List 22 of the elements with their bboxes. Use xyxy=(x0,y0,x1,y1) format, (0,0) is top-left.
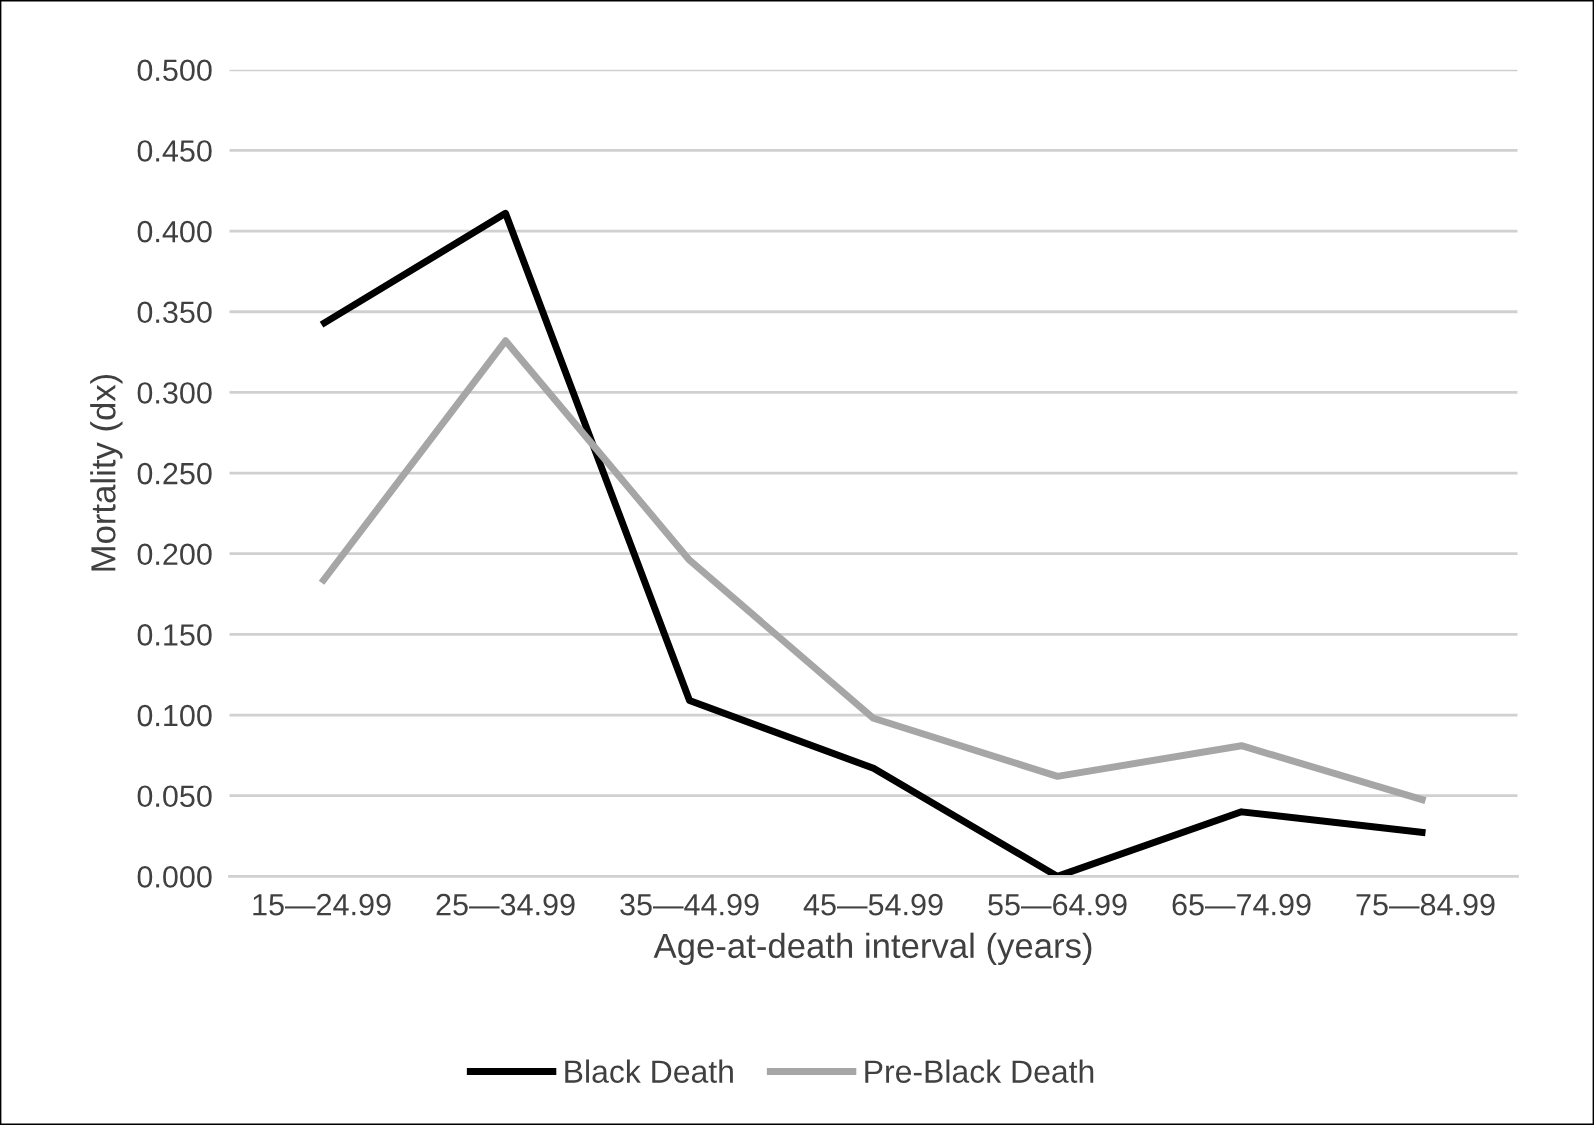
y-tick-label: 0.500 xyxy=(137,59,212,82)
x-tick-label: 25—34.99 xyxy=(436,893,575,916)
x-tick-label: 15—24.99 xyxy=(253,893,391,916)
y-tick-label: 0.150 xyxy=(137,624,212,646)
y-tick-label: 0.050 xyxy=(137,785,212,808)
y-tick-label: 0.350 xyxy=(137,301,212,324)
y-tick-label: 0.450 xyxy=(137,140,212,162)
x-tick-label: 35—44.99 xyxy=(620,893,759,916)
y-tick-label: 0.200 xyxy=(137,543,212,566)
y-tick-label: 0.300 xyxy=(137,382,212,404)
x-axis-title: Age-at-death interval (years) xyxy=(653,932,1092,965)
y-tick-label: 0.250 xyxy=(137,462,212,485)
y-tick-label: 0.000 xyxy=(137,866,212,888)
legend-label: Pre-Black Death xyxy=(865,1059,1094,1083)
x-tick-label: 55—64.99 xyxy=(988,893,1127,916)
x-tick-label: 75—84.99 xyxy=(1356,893,1495,916)
y-tick-label: 0.400 xyxy=(137,220,212,243)
x-tick-label: 65—74.99 xyxy=(1172,893,1311,916)
y-axis-title: Mortality (dx) xyxy=(90,374,123,571)
y-tick-label: 0.100 xyxy=(137,704,212,727)
x-tick-label: 45—54.99 xyxy=(803,893,943,916)
legend-label: Black Death xyxy=(565,1059,733,1083)
